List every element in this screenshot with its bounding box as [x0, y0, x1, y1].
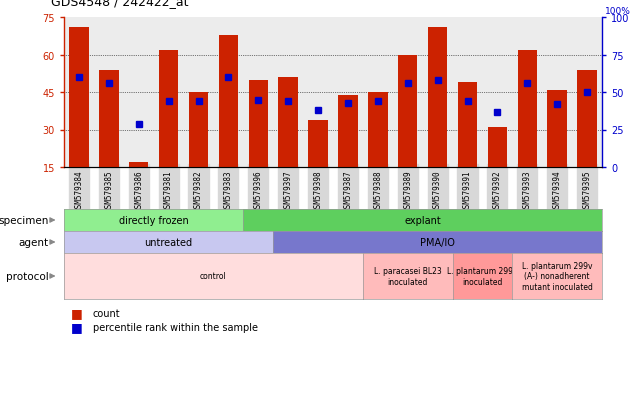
Bar — [99, 70, 119, 168]
Bar — [308, 120, 328, 168]
Bar — [368, 93, 388, 168]
Bar — [129, 163, 149, 168]
Text: PMA/IO: PMA/IO — [420, 237, 455, 247]
Text: agent: agent — [19, 237, 49, 247]
Bar — [219, 36, 238, 168]
Bar — [578, 70, 597, 168]
Bar — [278, 78, 298, 168]
Text: directly frozen: directly frozen — [119, 216, 188, 225]
Bar — [159, 50, 178, 168]
Text: untreated: untreated — [145, 237, 193, 247]
Text: percentile rank within the sample: percentile rank within the sample — [93, 322, 258, 332]
Text: ■: ■ — [71, 321, 82, 334]
Text: protocol: protocol — [6, 271, 49, 281]
Bar — [69, 28, 88, 168]
Text: ■: ■ — [71, 307, 82, 320]
Bar — [249, 80, 268, 168]
Text: count: count — [93, 308, 121, 318]
Bar — [428, 28, 447, 168]
Text: L. paracasei BL23
inoculated: L. paracasei BL23 inoculated — [374, 267, 442, 286]
Bar — [517, 50, 537, 168]
Bar — [488, 128, 507, 168]
Text: explant: explant — [404, 216, 441, 225]
Text: L. plantarum 299v
(A-) nonadherent
mutant inoculated: L. plantarum 299v (A-) nonadherent mutan… — [522, 261, 592, 291]
Text: L. plantarum 299v
inoculated: L. plantarum 299v inoculated — [447, 267, 518, 286]
Text: 100%: 100% — [605, 7, 631, 16]
Bar — [338, 95, 358, 168]
Bar — [398, 55, 417, 168]
Bar — [189, 93, 208, 168]
Text: specimen: specimen — [0, 216, 49, 225]
Text: GDS4548 / 242422_at: GDS4548 / 242422_at — [51, 0, 188, 7]
Text: control: control — [200, 272, 227, 281]
Bar — [547, 90, 567, 168]
Bar — [458, 83, 477, 168]
